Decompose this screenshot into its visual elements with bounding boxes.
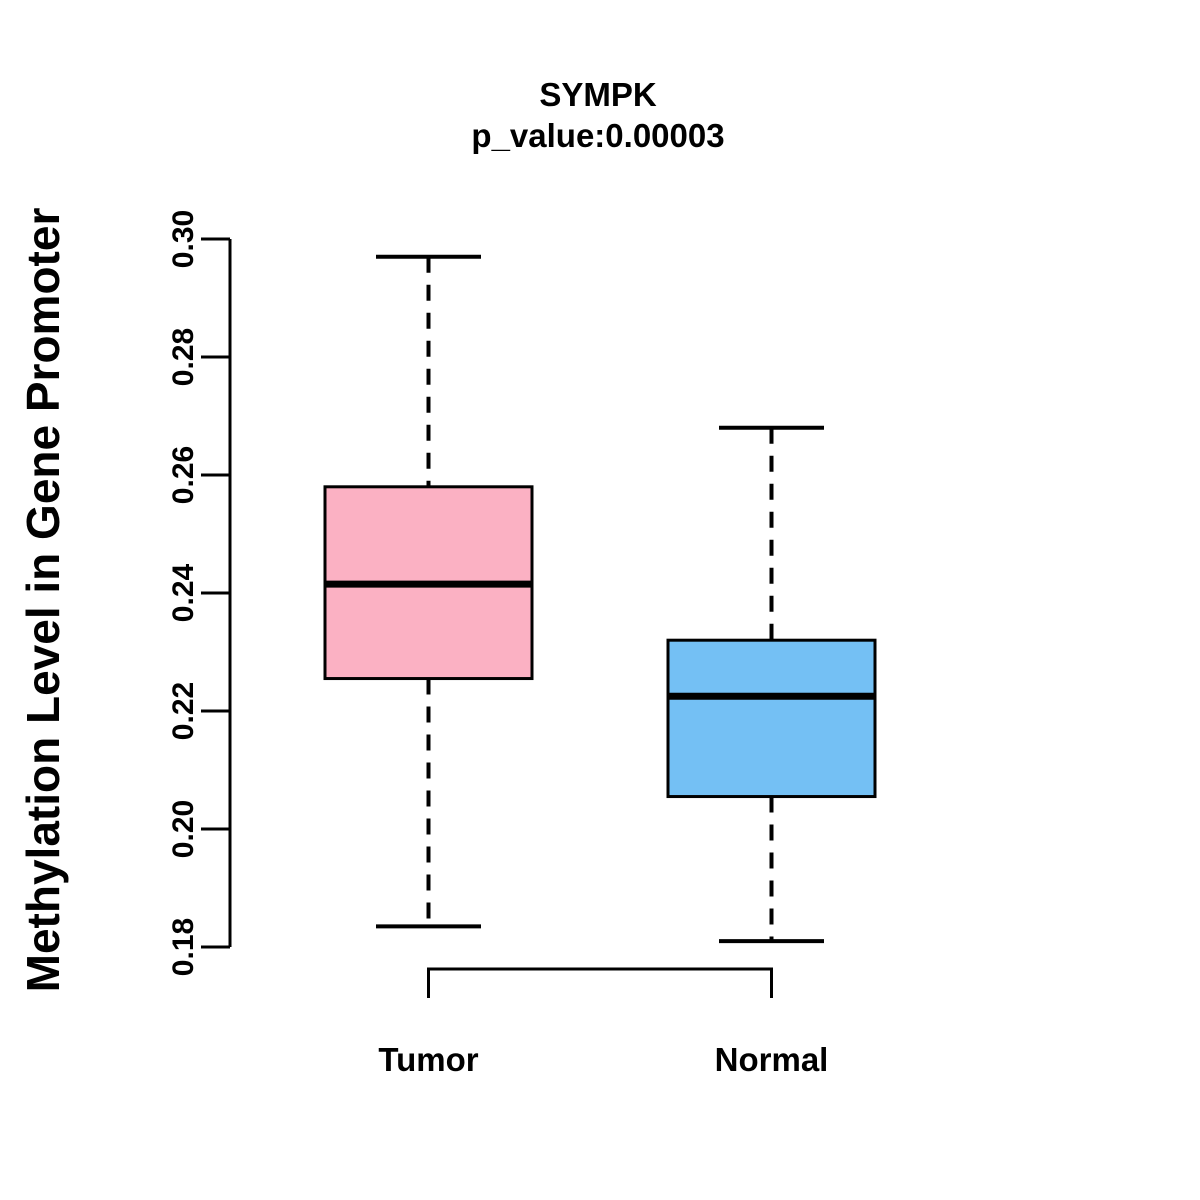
y-tick-label: 0.28: [167, 328, 200, 386]
boxplot-normal: [666, 425, 877, 944]
x-category-label-tumor: Tumor: [378, 1041, 478, 1078]
comparison-bracket: [427, 967, 773, 998]
boxplot-tumor: [323, 254, 534, 929]
y-tick-label: 0.26: [167, 446, 200, 504]
y-tick-label: 0.22: [167, 682, 200, 740]
chart-title: SYMPK: [539, 76, 657, 113]
y-tick-label: 0.24: [167, 563, 200, 622]
y-tick-label: 0.30: [167, 210, 200, 268]
y-tick-label: 0.20: [167, 800, 200, 858]
chart-subtitle: p_value:0.00003: [471, 117, 725, 154]
y-tick-label: 0.18: [167, 918, 200, 976]
iqr-box: [666, 638, 877, 799]
x-category-label-normal: Normal: [715, 1041, 829, 1078]
